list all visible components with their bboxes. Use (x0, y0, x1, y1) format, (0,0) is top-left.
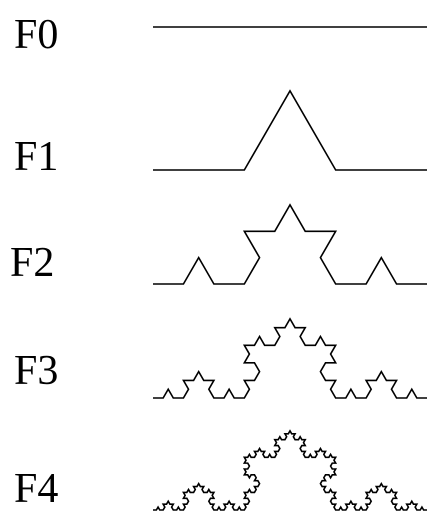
koch-curve-f2 (153, 203, 427, 285)
stage-label-f2: F2 (10, 240, 55, 286)
koch-curve-f3 (153, 317, 427, 399)
stage-label-f0: F0 (14, 12, 59, 58)
stage-label-f1: F1 (14, 134, 59, 180)
stage-label-f3: F3 (14, 348, 59, 394)
stage-label-f4: F4 (14, 466, 59, 512)
koch-curve-f4 (153, 429, 427, 511)
koch-curve-f1 (153, 89, 427, 171)
